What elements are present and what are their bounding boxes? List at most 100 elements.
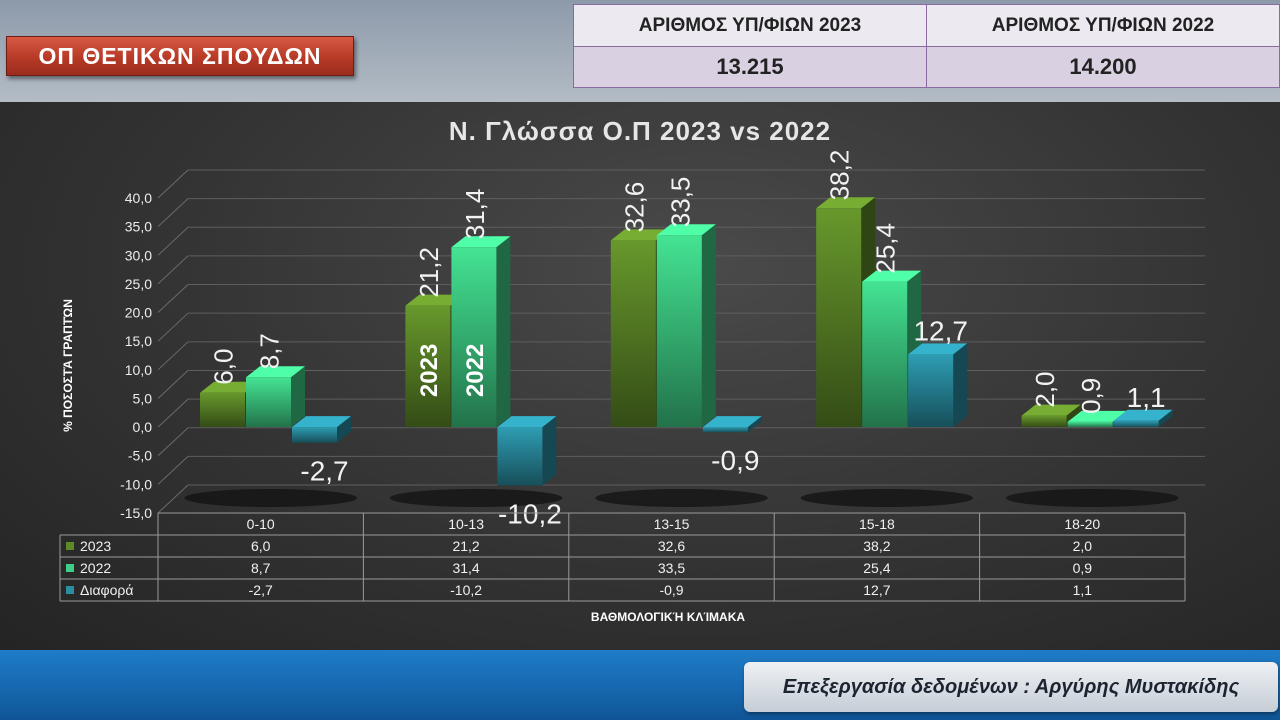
gridline-side <box>157 255 189 285</box>
table-cell: 12,7 <box>863 582 890 598</box>
table-cell: 8,7 <box>251 560 271 576</box>
data-label-Διαφορά: -2,7 <box>300 456 348 487</box>
table-cell: 33,5 <box>658 560 685 576</box>
table-cell: 21,2 <box>452 538 479 554</box>
bar-top-2023 <box>816 197 876 209</box>
data-label-2022: 0,9 <box>1076 378 1106 414</box>
bar-2022-0-10 <box>246 377 291 428</box>
candidates-2022-value: 14.200 <box>926 46 1280 88</box>
data-label-2022: 8,7 <box>255 333 285 369</box>
bar-top-Διαφορά <box>1113 409 1173 421</box>
data-label-2023: 38,2 <box>825 150 855 201</box>
bar-side-Διαφορά <box>953 343 968 428</box>
table-cell: 32,6 <box>658 538 685 554</box>
bar-2023-10-13 <box>405 305 451 428</box>
bar-2022-10-13 <box>451 247 497 428</box>
data-label-2023: 21,2 <box>414 247 444 298</box>
bar-top-2022 <box>451 236 511 248</box>
bar-top-2022 <box>656 224 716 236</box>
legend-swatch-Διαφορά <box>66 586 74 594</box>
bar-top-2022 <box>1067 410 1127 422</box>
table-cell: 25,4 <box>863 560 890 576</box>
table-cell: 1,1 <box>1073 582 1093 598</box>
table-cell: -10,2 <box>450 582 482 598</box>
gridline-side <box>157 284 189 313</box>
bar-side-2022 <box>701 224 716 428</box>
table-cell: 31,4 <box>452 560 479 576</box>
gridline-side <box>157 341 189 371</box>
y-tick-label: 20,0 <box>125 305 152 321</box>
bar-chart: Ν. Γλώσσα Ο.Π 2023 vs 2022 40,0 35,0 30,0 25… <box>59 116 1205 624</box>
gridline-side <box>157 226 189 256</box>
candidates-table: ΑΡΙΘΜΟΣ ΥΠ/ΦΙΩΝ 2023 ΑΡΙΘΜΟΣ ΥΠ/ΦΙΩΝ 202… <box>573 4 1280 88</box>
chart-panel: Ν. Γλώσσα Ο.Π 2023 vs 2022 40,0 35,0 30,0 25… <box>0 102 1280 650</box>
bar-top-2023 <box>200 381 259 393</box>
bar-2023-0-10 <box>200 392 245 428</box>
bar-2022-13-15 <box>656 235 702 428</box>
bar-Διαφορά-13-15 <box>702 427 748 433</box>
y-tick-label: 10,0 <box>125 362 152 378</box>
data-label-2023: 32,6 <box>619 182 649 233</box>
bar-annotation-bar_2023: 2023 <box>416 344 443 397</box>
table-cell: -2,7 <box>249 582 273 598</box>
y-tick-label: 5,0 <box>133 390 153 406</box>
credit-box: Επεξεργασία δεδομένων : Αργύρης Μυστακίδ… <box>744 662 1278 712</box>
data-label-2023: 6,0 <box>209 349 239 385</box>
x-category-label: 10-13 <box>448 516 484 532</box>
y-tick-label: 15,0 <box>125 333 152 349</box>
y-tick-label: -10,0 <box>120 476 152 492</box>
bar-2023-18-20 <box>1021 415 1067 428</box>
table-cell: -0,9 <box>659 582 683 598</box>
bar-annotation-bar_2022: 2022 <box>462 344 489 397</box>
candidates-2023-header: ΑΡΙΘΜΟΣ ΥΠ/ΦΙΩΝ 2023 <box>573 4 927 47</box>
y-tick-label: 0,0 <box>133 419 153 435</box>
bar-2023-13-15 <box>610 240 656 428</box>
data-label-2023: 2,0 <box>1030 371 1060 407</box>
table-cell: 38,2 <box>863 538 890 554</box>
y-tick-label: 40,0 <box>125 190 152 206</box>
y-tick-label: 30,0 <box>125 247 152 263</box>
x-category-label: 13-15 <box>654 516 690 532</box>
data-label-2022: 25,4 <box>871 223 901 274</box>
bar-side-Διαφορά <box>747 416 762 433</box>
y-tick-label: 25,0 <box>125 276 152 292</box>
data-label-2022: 31,4 <box>460 189 490 240</box>
x-category-label: 18-20 <box>1064 516 1100 532</box>
candidates-2023-value: 13.215 <box>573 46 927 88</box>
table-cell: 2,0 <box>1073 538 1093 554</box>
gridline-side <box>157 398 189 428</box>
legend-label: Διαφορά <box>80 582 133 598</box>
gridline-side <box>157 198 189 228</box>
x-axis-title: ΒΑΘΜΟΛΟΓΙΚΉ ΚΛΊΜΑΚΑ <box>591 610 745 624</box>
legend-label: 2023 <box>80 538 111 554</box>
data-label-Διαφορά: 1,1 <box>1127 382 1166 413</box>
legend-swatch-2023 <box>66 542 74 550</box>
gridline-side <box>157 169 189 199</box>
bar-top-Διαφορά <box>292 416 351 428</box>
candidates-2022-header: ΑΡΙΘΜΟΣ ΥΠ/ΦΙΩΝ 2022 <box>926 4 1280 47</box>
bar-2022-18-20 <box>1067 421 1113 428</box>
floor-shadow <box>595 489 768 507</box>
chart-title: Ν. Γλώσσα Ο.Π 2023 vs 2022 <box>449 116 831 146</box>
program-label: ΟΠ ΘΕΤΙΚΩΝ ΣΠΟΥΔΩΝ <box>6 36 354 76</box>
bar-2022-15-18 <box>862 281 908 428</box>
data-label-2022: 33,5 <box>665 177 695 228</box>
table-cell: 0,9 <box>1073 560 1093 576</box>
bar-side-Διαφορά <box>1158 409 1173 428</box>
bar-Διαφορά-15-18 <box>908 354 954 428</box>
floor-shadow <box>389 489 563 507</box>
x-category-label: 0-10 <box>247 516 275 532</box>
bar-top-2022 <box>862 270 922 282</box>
y-axis-title: % ΠΟΣΟΣΤΆ ΓΡΑΠΤΏΝ <box>61 299 75 432</box>
bar-top-Διαφορά <box>702 416 762 428</box>
y-tick-label: 35,0 <box>125 219 152 235</box>
data-label-Διαφορά: -0,9 <box>711 445 759 476</box>
bar-Διαφορά-18-20 <box>1113 420 1159 428</box>
table-cell: 6,0 <box>251 538 271 554</box>
data-label-Διαφορά: 12,7 <box>913 315 968 346</box>
data-label-Διαφορά: -10,2 <box>498 499 562 530</box>
bar-top-Διαφορά <box>497 416 557 428</box>
gridline-side <box>157 370 189 399</box>
bar-Διαφορά-10-13 <box>497 427 543 486</box>
bar-top-2023 <box>610 229 670 241</box>
